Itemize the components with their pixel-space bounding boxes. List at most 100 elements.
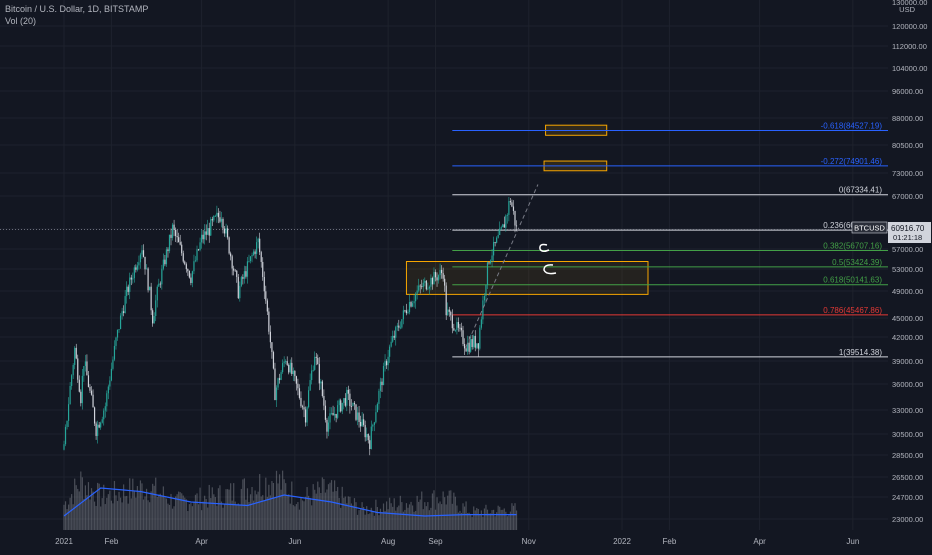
volume-bar: [382, 503, 385, 530]
volume-bar: [489, 513, 492, 530]
price-axis-tick-label[interactable]: 96000.00: [892, 87, 923, 96]
volume-bar: [243, 478, 245, 530]
candle-body: [358, 412, 360, 422]
candle-body: [489, 260, 492, 264]
time-axis-tick-label[interactable]: 2021: [55, 537, 73, 546]
candle-body: [67, 404, 70, 421]
price-axis-tick-label[interactable]: 104000.00: [892, 64, 927, 73]
candle-body: [89, 386, 91, 391]
candle-body: [119, 315, 122, 330]
price-axis-tick-label[interactable]: 28500.00: [892, 451, 923, 460]
candle-body: [344, 398, 346, 406]
volume-bar: [471, 516, 473, 530]
price-axis-tick-label[interactable]: 42000.00: [892, 333, 923, 342]
volume-bar: [467, 513, 469, 530]
time-axis-tick-label[interactable]: Aug: [381, 537, 395, 546]
price-axis-tick-label[interactable]: 73000.00: [892, 169, 923, 178]
volume-bar: [512, 505, 515, 530]
candle-body: [170, 234, 172, 238]
price-axis-currency[interactable]: USD: [899, 5, 915, 14]
price-axis-tick-label[interactable]: 120000.00: [892, 22, 927, 31]
volume-bar: [497, 505, 499, 530]
time-axis-tick-label[interactable]: Feb: [104, 537, 118, 546]
candle-body: [234, 270, 236, 272]
candle-body: [155, 300, 157, 317]
fib-level-label[interactable]: 0.382(56707.16): [823, 241, 882, 250]
fib-level-label[interactable]: -0.272(74901.46): [821, 157, 883, 166]
chart-title[interactable]: Bitcoin / U.S. Dollar, 1D, BITSTAMP: [5, 4, 149, 14]
candle-body: [191, 271, 194, 283]
candle-body: [393, 335, 395, 338]
price-axis-tick-label[interactable]: 24700.00: [892, 493, 923, 502]
candle-body: [311, 370, 313, 381]
price-axis-tick-label[interactable]: 57000.00: [892, 245, 923, 254]
time-axis-tick-label[interactable]: Feb: [663, 537, 677, 546]
candle-body: [405, 310, 408, 314]
volume-ma-line: [63, 487, 517, 517]
price-axis-tick-label[interactable]: 112000.00: [892, 42, 927, 51]
volume-bar: [500, 509, 502, 530]
volume-bar: [63, 504, 65, 530]
price-axis-tick-label[interactable]: 49000.00: [892, 287, 923, 296]
price-axis-tick-label[interactable]: 26500.00: [892, 473, 923, 482]
last-price-value[interactable]: 60916.70: [891, 224, 925, 233]
candle-body: [196, 249, 198, 261]
volume-indicator-label[interactable]: Vol (20): [5, 16, 37, 26]
volume-bar: [182, 495, 184, 530]
volume-bar: [271, 481, 273, 530]
candle-body: [456, 322, 458, 331]
price-axis-tick-label[interactable]: 53000.00: [892, 265, 923, 274]
candle-body: [482, 300, 484, 320]
candle-body: [95, 423, 97, 436]
price-axis-tick-label[interactable]: 80500.00: [892, 141, 923, 150]
time-axis-tick-label[interactable]: Sep: [428, 537, 443, 546]
time-axis-tick-label[interactable]: 2022: [613, 537, 631, 546]
price-axis-tick-label[interactable]: 30500.00: [892, 430, 923, 439]
price-axis-tick-label[interactable]: 45000.00: [892, 314, 923, 323]
volume-bar: [236, 505, 238, 530]
price-axis-tick-label[interactable]: 36000.00: [892, 380, 923, 389]
time-axis-tick-label[interactable]: Jun: [846, 537, 859, 546]
candle-body: [237, 276, 239, 299]
bar-countdown[interactable]: 01:21:18: [893, 233, 922, 242]
time-axis-tick-label[interactable]: Nov: [522, 537, 536, 546]
price-axis-tick-label[interactable]: 39000.00: [892, 357, 923, 366]
candle-body: [346, 389, 348, 406]
volume-bar: [168, 504, 171, 530]
volume-bar: [156, 496, 158, 530]
candle-body: [375, 412, 377, 423]
candle-body: [483, 295, 486, 301]
fib-level-label[interactable]: 1(39514.38): [839, 348, 882, 357]
volume-bar: [92, 491, 94, 530]
price-axis-tick-label[interactable]: 23000.00: [892, 515, 923, 524]
candle-body: [324, 405, 327, 420]
candle-body: [197, 249, 200, 251]
volume-bar: [300, 497, 302, 530]
time-axis-tick-label[interactable]: Apr: [753, 537, 766, 546]
candle-body: [240, 277, 242, 286]
price-axis-tick-label[interactable]: 130000.00: [892, 0, 927, 7]
price-axis-tick-label[interactable]: 88000.00: [892, 114, 923, 123]
fib-level-label[interactable]: 0.786(45467.86): [823, 306, 882, 315]
volume-bar: [390, 503, 392, 530]
price-axis-tick-label[interactable]: 33000.00: [892, 406, 923, 415]
fib-level-label[interactable]: 0.618(50141.63): [823, 276, 882, 285]
volume-bar: [372, 511, 374, 530]
candle-body: [158, 283, 160, 287]
time-axis-tick-label[interactable]: Apr: [195, 537, 208, 546]
fib-level-label[interactable]: 0.5(53424.39): [832, 258, 882, 267]
volume-bar: [434, 509, 437, 530]
fib-level-label[interactable]: -0.618(84527.19): [821, 122, 883, 131]
fib-level-label[interactable]: 0(67334.41): [839, 186, 882, 195]
symbol-label[interactable]: BTCUSD: [854, 224, 885, 233]
volume-bar: [115, 495, 117, 530]
candle-body: [413, 301, 415, 304]
price-axis-tick-label[interactable]: 67000.00: [892, 192, 923, 201]
candle-body: [202, 234, 204, 240]
time-axis-tick-label[interactable]: Jun: [288, 537, 301, 546]
volume-bar: [511, 503, 513, 530]
candle-body: [444, 278, 446, 286]
volume-bar: [101, 498, 103, 530]
